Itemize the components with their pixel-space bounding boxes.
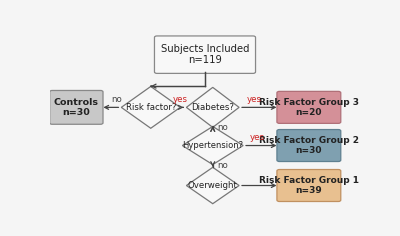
Text: Risk factor?: Risk factor? [126,103,176,112]
FancyBboxPatch shape [277,91,341,123]
FancyBboxPatch shape [154,36,256,73]
Text: Risk Factor Group 3
n=20: Risk Factor Group 3 n=20 [259,98,359,117]
Text: no: no [218,123,228,132]
Polygon shape [182,126,243,165]
Text: yes: yes [247,95,262,104]
Text: yes: yes [173,95,188,104]
Text: Risk Factor Group 2
n=30: Risk Factor Group 2 n=30 [259,136,359,155]
Text: no: no [218,161,228,170]
FancyBboxPatch shape [277,130,341,161]
Polygon shape [186,87,239,127]
Polygon shape [186,167,239,204]
Text: Controls
n=30: Controls n=30 [54,98,99,117]
Text: yes: yes [250,133,264,143]
Text: Diabetes?: Diabetes? [191,103,234,112]
Text: Subjects Included
n=119: Subjects Included n=119 [161,44,249,65]
FancyBboxPatch shape [50,90,103,124]
FancyBboxPatch shape [277,169,341,202]
Text: no: no [111,95,122,104]
Polygon shape [121,86,180,128]
Text: Risk Factor Group 1
n=39: Risk Factor Group 1 n=39 [259,176,359,195]
Text: Overweight: Overweight [188,181,238,190]
Text: Hypertension?: Hypertension? [182,141,243,150]
